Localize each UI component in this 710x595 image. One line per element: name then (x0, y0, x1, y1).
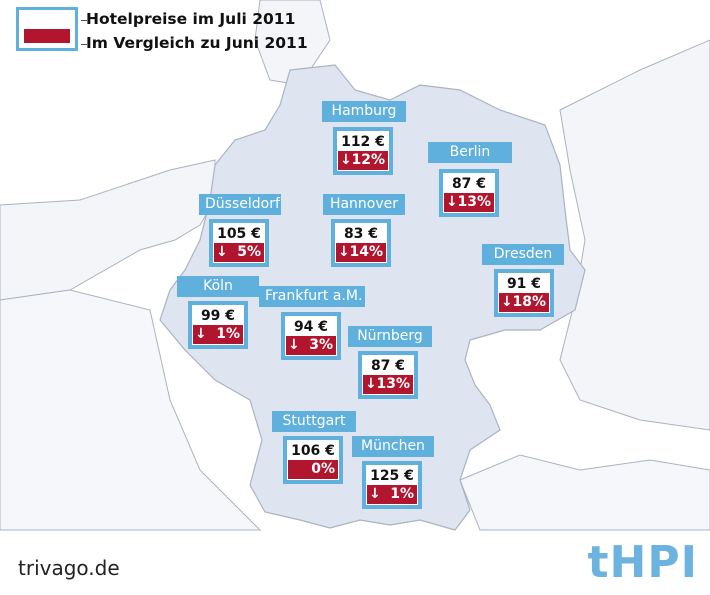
change-percent: 13% (376, 376, 410, 392)
price-change: ↓ 1% (367, 485, 417, 504)
price-box-stuttgart: 106 € 0% (283, 436, 343, 484)
price-change: ↓ 14% (336, 243, 386, 262)
price-value: 106 € (291, 443, 335, 459)
city-label-koeln: Köln (177, 276, 259, 297)
price-change: ↓ 13% (363, 375, 413, 394)
change-percent: 1% (216, 326, 240, 342)
neighbor-region-southwest (0, 289, 262, 531)
city-label-nuernberg: Nürnberg (348, 326, 432, 347)
price-value: 83 € (343, 226, 379, 242)
city-label-duesseldorf: Düsseldorf (199, 194, 281, 215)
price-value: 99 € (200, 308, 236, 324)
city-label-hamburg: Hamburg (322, 101, 406, 122)
city-label-stuttgart: Stuttgart (272, 411, 356, 432)
city-label-frankfurt: Frankfurt a.M. (259, 286, 365, 307)
price-box-hannover: 83 € ↓ 14% (331, 219, 391, 267)
price-value: 87 € (451, 176, 487, 192)
source-label: trivago.de (18, 556, 120, 580)
change-percent: 14% (349, 244, 383, 260)
neighbor-region-east (559, 39, 710, 431)
change-percent: 12% (351, 152, 385, 168)
change-percent: 3% (309, 337, 333, 353)
legend-connector (81, 20, 87, 21)
neighbor-region-southeast (459, 454, 710, 531)
price-value: 91 € (506, 276, 542, 292)
price-box-dresden: 91 € ↓ 18% (494, 269, 554, 317)
price-box-duesseldorf: 105 € ↓ 5% (209, 219, 269, 267)
price-change: ↓ 5% (214, 243, 264, 262)
price-value: 94 € (293, 319, 329, 335)
legend-current-label: Hotelpreise im Juli 2011 (86, 10, 296, 28)
price-change: ↓ 13% (444, 193, 494, 212)
change-percent: 0% (311, 461, 335, 477)
city-label-berlin: Berlin (428, 142, 512, 163)
price-value: 125 € (370, 468, 414, 484)
price-box-koeln: 99 € ↓ 1% (188, 301, 248, 349)
legend-connector (81, 44, 87, 45)
price-value: 105 € (217, 226, 261, 242)
price-change: 0% (288, 460, 338, 479)
legend-swatch (16, 7, 78, 51)
down-arrow-icon: ↓ (216, 244, 228, 260)
down-arrow-icon: ↓ (338, 244, 350, 260)
city-label-muenchen: München (352, 436, 434, 457)
price-change: ↓ 1% (193, 325, 243, 344)
legend-comparison-label: Im Vergleich zu Juni 2011 (86, 34, 308, 52)
price-change: ↓ 12% (338, 151, 388, 170)
price-change: ↓ 3% (286, 336, 336, 355)
down-arrow-icon: ↓ (501, 294, 513, 310)
down-arrow-icon: ↓ (340, 152, 352, 168)
down-arrow-icon: ↓ (369, 486, 381, 502)
change-percent: 5% (237, 244, 261, 260)
price-value: 112 € (341, 134, 385, 150)
price-box-frankfurt: 94 € ↓ 3% (281, 312, 341, 360)
down-arrow-icon: ↓ (195, 326, 207, 342)
city-label-dresden: Dresden (482, 244, 564, 265)
price-value: 87 € (370, 358, 406, 374)
down-arrow-icon: ↓ (288, 337, 300, 353)
change-percent: 18% (512, 294, 546, 310)
down-arrow-icon: ↓ (365, 376, 377, 392)
price-box-berlin: 87 € ↓ 13% (439, 169, 499, 217)
change-percent: 13% (457, 194, 491, 210)
city-label-hannover: Hannover (323, 194, 405, 215)
legend-swatch-red (24, 29, 70, 43)
price-box-muenchen: 125 € ↓ 1% (362, 461, 422, 509)
thpi-logo: tHPI (587, 537, 698, 588)
change-percent: 1% (390, 486, 414, 502)
price-change: ↓ 18% (499, 293, 549, 312)
price-box-nuernberg: 87 € ↓ 13% (358, 351, 418, 399)
price-box-hamburg: 112 € ↓ 12% (333, 127, 393, 175)
down-arrow-icon: ↓ (446, 194, 458, 210)
